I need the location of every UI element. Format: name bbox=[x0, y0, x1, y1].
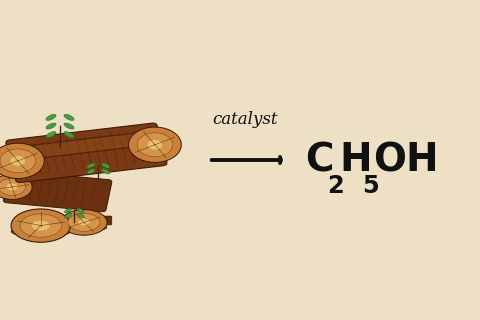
Ellipse shape bbox=[129, 127, 181, 163]
Ellipse shape bbox=[64, 132, 74, 138]
Ellipse shape bbox=[6, 183, 17, 190]
Text: 5: 5 bbox=[362, 173, 379, 198]
Text: H: H bbox=[339, 141, 372, 179]
Ellipse shape bbox=[32, 220, 50, 231]
Ellipse shape bbox=[11, 156, 25, 166]
Ellipse shape bbox=[61, 210, 107, 235]
Ellipse shape bbox=[148, 140, 162, 149]
Ellipse shape bbox=[64, 123, 74, 129]
Text: catalyst: catalyst bbox=[212, 111, 277, 128]
Ellipse shape bbox=[0, 179, 25, 196]
Ellipse shape bbox=[64, 208, 72, 213]
Ellipse shape bbox=[77, 208, 84, 213]
Ellipse shape bbox=[77, 213, 84, 218]
Ellipse shape bbox=[0, 149, 36, 173]
Ellipse shape bbox=[68, 213, 100, 231]
Ellipse shape bbox=[137, 133, 173, 157]
Ellipse shape bbox=[11, 226, 71, 237]
Ellipse shape bbox=[102, 163, 110, 168]
Ellipse shape bbox=[46, 132, 56, 138]
FancyBboxPatch shape bbox=[61, 216, 112, 225]
Ellipse shape bbox=[61, 223, 107, 232]
FancyBboxPatch shape bbox=[19, 132, 150, 160]
Text: 2: 2 bbox=[327, 173, 344, 198]
Ellipse shape bbox=[46, 114, 56, 120]
Ellipse shape bbox=[11, 209, 71, 242]
Ellipse shape bbox=[64, 213, 72, 218]
Ellipse shape bbox=[20, 214, 61, 237]
Ellipse shape bbox=[102, 169, 110, 174]
FancyBboxPatch shape bbox=[3, 171, 112, 212]
Ellipse shape bbox=[78, 219, 90, 226]
FancyBboxPatch shape bbox=[6, 123, 167, 182]
Text: OH: OH bbox=[373, 141, 439, 179]
Ellipse shape bbox=[0, 143, 44, 179]
Text: C: C bbox=[305, 141, 333, 179]
Ellipse shape bbox=[87, 163, 95, 168]
Ellipse shape bbox=[87, 169, 95, 174]
Ellipse shape bbox=[46, 123, 56, 129]
Ellipse shape bbox=[64, 114, 74, 120]
Ellipse shape bbox=[0, 174, 32, 199]
